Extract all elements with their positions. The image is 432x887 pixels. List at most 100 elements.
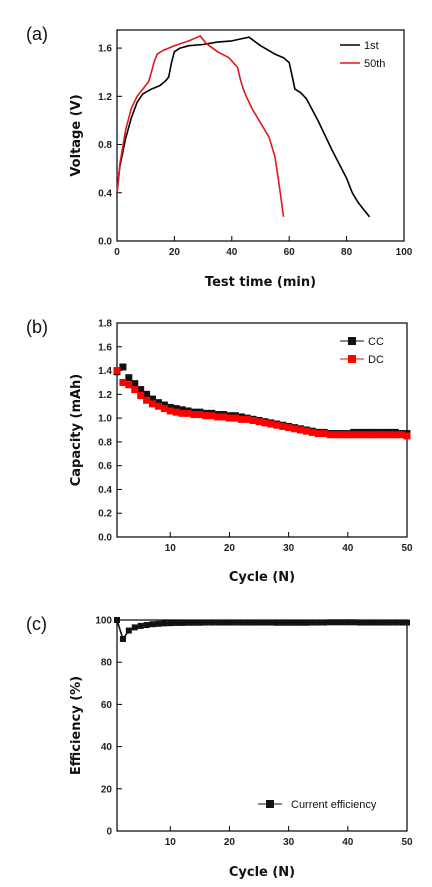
data-point (137, 386, 145, 394)
y-axis-label: Efficiency (%) (69, 676, 84, 775)
data-point (114, 617, 120, 623)
data-point (190, 411, 198, 419)
y-tick-label: 0.4 (98, 188, 112, 199)
data-point (397, 431, 405, 439)
data-point (202, 412, 210, 420)
data-point (273, 619, 280, 626)
data-point (178, 409, 186, 417)
data-point (338, 431, 346, 439)
x-tick-label: 10 (165, 837, 177, 848)
data-point (321, 619, 328, 626)
y-tick-label: 20 (101, 784, 113, 795)
y-tick-label: 0.2 (98, 509, 112, 520)
legend-swatch (348, 337, 356, 345)
data-point (185, 619, 192, 626)
data-point (172, 408, 180, 416)
y-tick-label: 0.6 (98, 461, 112, 472)
data-point (256, 619, 263, 626)
x-axis-label: Cycle (N) (229, 865, 295, 880)
legend-label: 1st (364, 40, 379, 52)
data-point (362, 431, 370, 439)
data-point (332, 619, 339, 626)
legend-label: Current efficiency (291, 799, 377, 811)
data-point (320, 430, 328, 438)
data-point (125, 627, 132, 634)
x-tick-label: 50 (401, 837, 413, 848)
data-point (220, 413, 228, 421)
y-tick-label: 0 (106, 827, 112, 838)
x-tick-label: 30 (283, 837, 295, 848)
y-tick-label: 40 (101, 742, 113, 753)
series-line-0 (116, 36, 371, 218)
data-point (173, 619, 180, 626)
x-tick-label: 40 (342, 837, 354, 848)
x-tick-label: 80 (341, 247, 353, 258)
data-point (391, 431, 399, 439)
data-point (303, 619, 310, 626)
y-tick-label: 100 (95, 616, 112, 627)
y-tick-label: 1.6 (98, 342, 112, 353)
data-point (386, 619, 393, 626)
data-point (261, 619, 268, 626)
data-point (302, 427, 310, 435)
data-point (131, 386, 139, 394)
data-point (143, 390, 151, 398)
x-tick-label: 50 (401, 543, 413, 554)
y-tick-label: 1.6 (98, 44, 112, 55)
data-point (338, 619, 345, 626)
data-point (143, 622, 150, 629)
data-point (225, 414, 233, 422)
x-axis-label: Test time (min) (205, 275, 316, 290)
data-point (166, 403, 174, 411)
chart-panel-2: (c) 10 20 30 40 50 0 20 40 60 80 100 Cycle (N) Effici… (26, 614, 413, 880)
series-line-1 (116, 35, 285, 218)
data-point (232, 619, 239, 626)
data-point (356, 619, 363, 626)
chart-panel-1: (b) 10 20 30 40 50 0.0 0.2 0.4 0.6 0.8 1.0 1.2 1.4 1.6… (26, 317, 413, 585)
y-tick-label: 1.2 (98, 390, 112, 401)
data-point (179, 619, 186, 626)
data-point (367, 431, 375, 439)
data-point (214, 619, 221, 626)
data-point (178, 406, 186, 414)
data-point (149, 400, 157, 408)
data-point (184, 409, 192, 417)
panel-label: (b) (26, 317, 48, 337)
data-point (314, 430, 322, 438)
data-point (119, 635, 126, 642)
x-tick-label: 40 (342, 543, 354, 554)
data-point (398, 619, 405, 626)
y-tick-label: 80 (101, 658, 113, 669)
data-point (362, 619, 369, 626)
data-point (379, 431, 387, 439)
data-point (160, 401, 168, 409)
data-point (332, 431, 340, 439)
legend-swatch (266, 800, 274, 808)
panel-label: (a) (26, 24, 48, 44)
data-point (380, 619, 387, 626)
data-point (196, 619, 203, 626)
data-point (125, 381, 133, 389)
y-axis-label: Voltage (V) (69, 94, 84, 176)
data-point (154, 402, 162, 410)
chart-panel-0: (a) 0 20 40 60 80 100 0.0 0.4 0.8 1.2 1.6 Test time … (26, 24, 413, 290)
data-point (196, 411, 204, 419)
data-point (220, 619, 227, 626)
data-point (208, 619, 215, 626)
data-point (296, 426, 304, 434)
data-point (291, 425, 299, 433)
x-tick-label: 10 (165, 543, 177, 554)
data-point (161, 620, 168, 627)
x-tick-label: 60 (284, 247, 296, 258)
x-tick-label: 100 (396, 247, 413, 258)
data-point (131, 380, 139, 388)
data-point (374, 619, 381, 626)
data-point (273, 421, 281, 429)
x-tick-label: 20 (224, 837, 236, 848)
data-point (149, 395, 157, 403)
data-point (291, 619, 298, 626)
y-tick-label: 1.8 (98, 319, 112, 330)
data-point (308, 428, 316, 436)
data-point (344, 431, 352, 439)
data-point (261, 419, 269, 427)
